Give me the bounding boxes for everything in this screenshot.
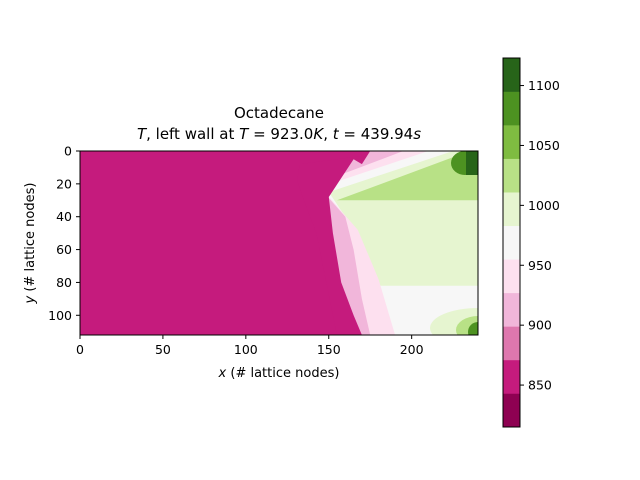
y-axis-label: y (# lattice nodes) [23,183,38,305]
colorbar-frame [502,57,521,428]
hot-spot-top-core [466,151,478,175]
title-line-1: Octadecane [234,104,324,122]
title-line-2: T, left wall at T = 923.0K, t = 439.94s [137,125,421,143]
temperature-field [80,151,478,335]
colorbar-segment [503,91,520,126]
y-tick-label: 60 [56,242,72,257]
colorbar: 850 900 950 1000 1050 1100 [502,57,560,428]
colorbar-segment [503,125,520,159]
x-tick-label: 0 [76,342,84,357]
x-tick-label: 150 [317,342,341,357]
colorbar-segment [503,58,520,92]
y-tick-label: 80 [56,275,72,290]
y-tick-label: 20 [56,176,72,191]
x-axis: 0 50 100 150 200 x (# lattice nodes) [76,335,424,381]
y-axis: 0 20 40 60 80 100 y (# lattice nodes) [23,144,80,323]
x-tick-label: 100 [234,342,258,357]
colorbar-segment [503,359,520,394]
colorbar-tick-label: 850 [528,378,552,393]
x-tick-label: 200 [400,342,424,357]
heatmap-plot [79,150,479,336]
y-tick-label: 40 [56,209,72,224]
colorbar-tick-label: 1050 [528,138,560,153]
x-tick-label: 50 [155,342,171,357]
colorbar-tick-label: 1000 [528,198,560,213]
x-axis-label: x (# lattice nodes) [218,366,340,381]
field-band-845 [80,151,362,335]
colorbar-tick-label: 900 [528,318,552,333]
colorbar-tick-label: 950 [528,258,552,273]
colorbar-tick-label: 1100 [528,78,560,93]
plot-frame [79,150,479,336]
colorbar-segment [503,158,520,193]
colorbar-segment [503,393,520,428]
y-tick-label: 100 [48,308,72,323]
colorbar-segment [503,225,520,260]
colorbar-segment [503,259,520,294]
hot-spot-bottom-core [468,322,478,335]
y-tick-label: 0 [64,144,72,159]
colorbar-segment [503,326,520,361]
chart-title: Octadecane T, left wall at T = 923.0K, t … [137,104,421,143]
colorbar-segment [503,292,520,327]
colorbar-segment [503,192,520,227]
